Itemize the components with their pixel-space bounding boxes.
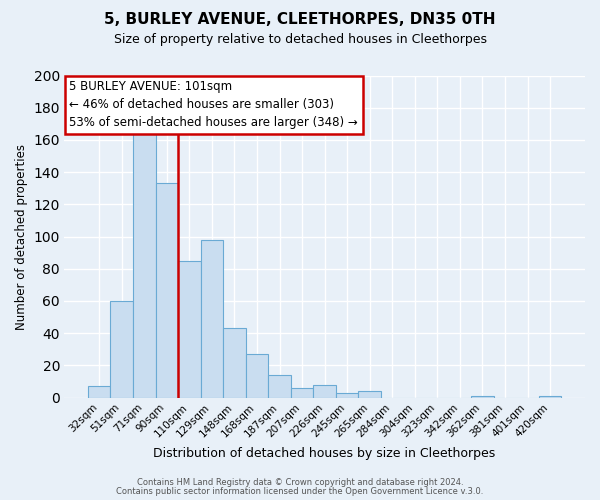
Bar — [358, 391, 381, 398]
Bar — [200, 240, 223, 398]
Bar — [155, 184, 178, 398]
Text: Contains HM Land Registry data © Crown copyright and database right 2024.: Contains HM Land Registry data © Crown c… — [137, 478, 463, 487]
Bar — [539, 396, 562, 398]
Bar — [313, 385, 336, 398]
Text: 5, BURLEY AVENUE, CLEETHORPES, DN35 0TH: 5, BURLEY AVENUE, CLEETHORPES, DN35 0TH — [104, 12, 496, 28]
Bar — [268, 375, 291, 398]
Bar — [178, 260, 200, 398]
Text: Contains public sector information licensed under the Open Government Licence v.: Contains public sector information licen… — [116, 487, 484, 496]
Bar — [110, 301, 133, 398]
Y-axis label: Number of detached properties: Number of detached properties — [15, 144, 28, 330]
Bar — [223, 328, 246, 398]
X-axis label: Distribution of detached houses by size in Cleethorpes: Distribution of detached houses by size … — [154, 447, 496, 460]
Bar — [336, 393, 358, 398]
Text: Size of property relative to detached houses in Cleethorpes: Size of property relative to detached ho… — [113, 32, 487, 46]
Bar — [88, 386, 110, 398]
Bar — [246, 354, 268, 398]
Bar — [471, 396, 494, 398]
Text: 5 BURLEY AVENUE: 101sqm
← 46% of detached houses are smaller (303)
53% of semi-d: 5 BURLEY AVENUE: 101sqm ← 46% of detache… — [70, 80, 358, 130]
Bar — [133, 132, 155, 398]
Bar — [291, 388, 313, 398]
